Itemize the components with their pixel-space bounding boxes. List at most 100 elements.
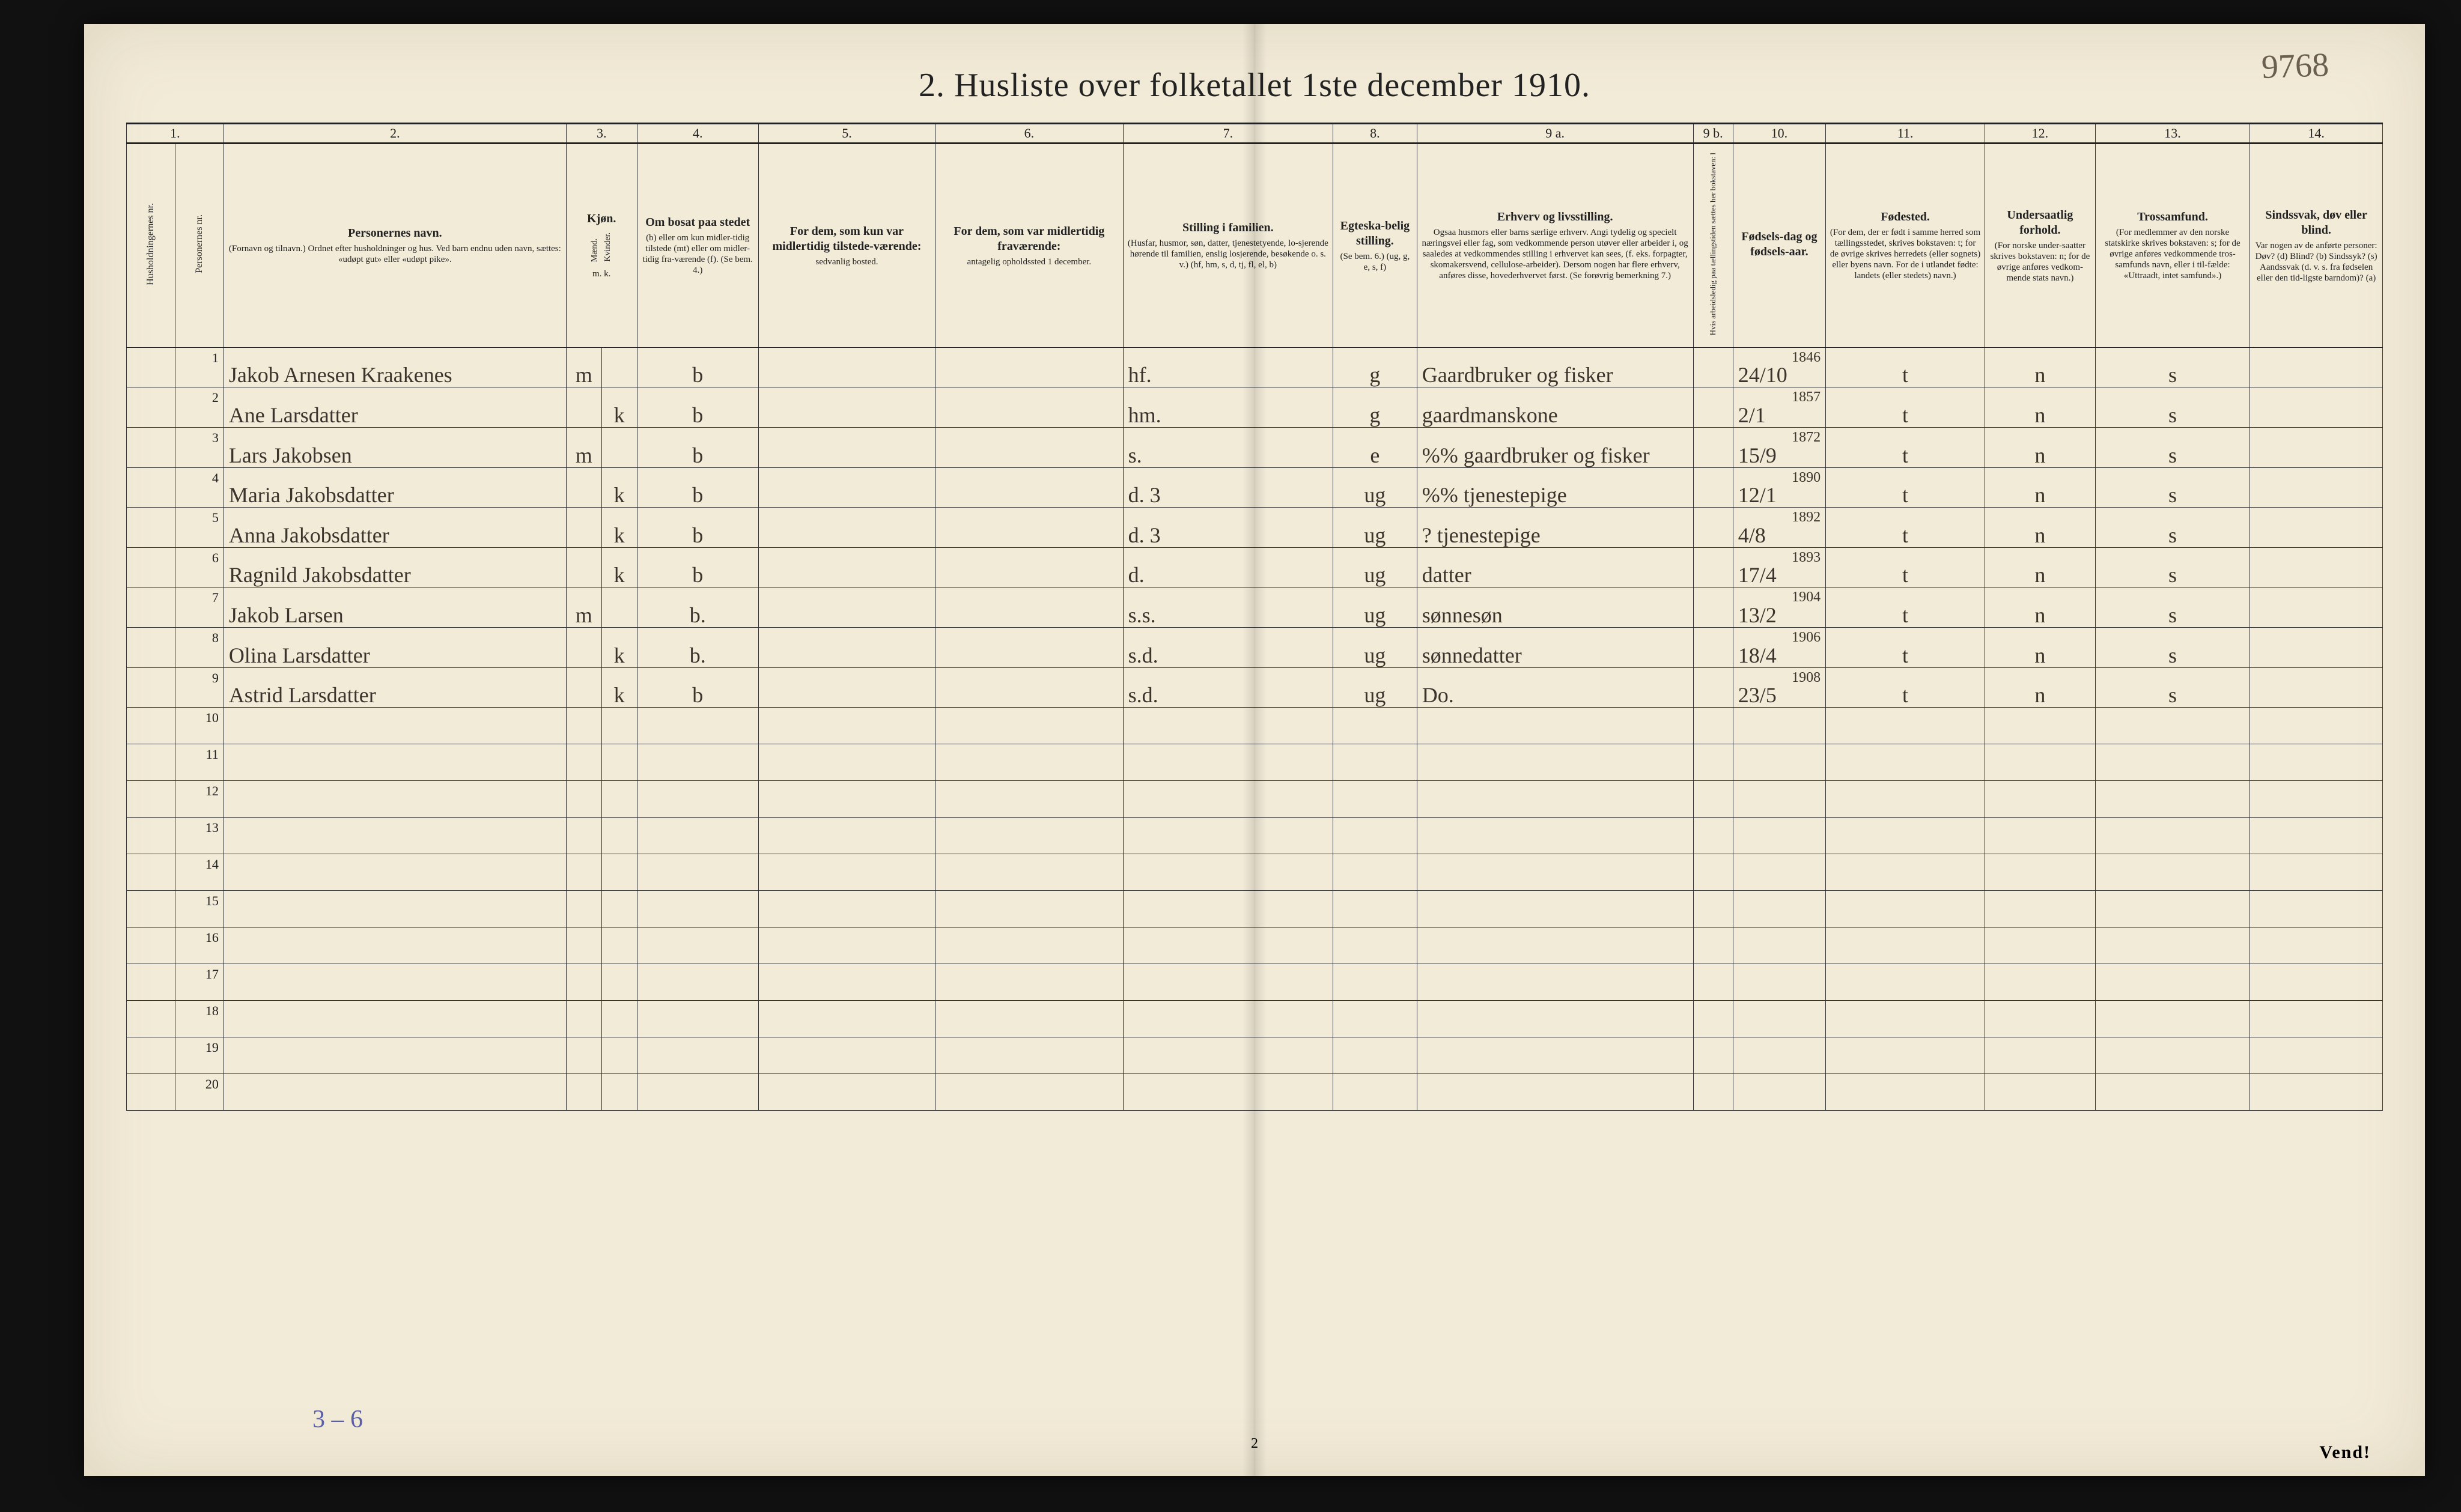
cell-bosat [637, 818, 758, 854]
cell-sex-m [566, 964, 601, 1001]
cell-dob [1733, 964, 1825, 1001]
cell-erhverv: Gaardbruker og fisker [1417, 347, 1693, 387]
cell-fodested: t [1826, 347, 1985, 387]
cell-tros [2095, 1001, 2250, 1037]
cell-arbeidsledig [1693, 428, 1733, 468]
cell-arbeidsledig [1693, 891, 1733, 928]
hdr-sinds: Sindssvak, døv eller blind. Var nogen av… [2250, 144, 2383, 348]
cell-egte: g [1333, 347, 1417, 387]
colnum-3: 3. [566, 124, 637, 144]
cell-stilling: d. 3 [1123, 467, 1333, 508]
cell-undersaat [1985, 928, 2095, 964]
table-row: 3 Lars Jakobsen m b s. e %% gaardbruker … [127, 428, 2383, 468]
cell-egte [1333, 854, 1417, 891]
hdr-name-sub: (Fornavn og tilnavn.) Ordnet efter husho… [228, 243, 562, 265]
cell-bosat: b [637, 667, 758, 708]
cell-erhverv [1417, 891, 1693, 928]
cell-stilling [1123, 964, 1333, 1001]
cell-stilling: d. 3 [1123, 508, 1333, 548]
hdr-stilling: Stilling i familien. (Husfar, husmor, sø… [1123, 144, 1333, 348]
hdr-arbeidsledig: Hvis arbeidsledig paa tællingstiden sætt… [1693, 144, 1733, 348]
cell-egte: ug [1333, 547, 1417, 587]
cell-undersaat [1985, 818, 2095, 854]
cell-sex-m [566, 891, 601, 928]
hdr-erhverv-sub: Ogsaa husmors eller barns særlige erhver… [1421, 227, 1690, 281]
cell-arbeidsledig [1693, 347, 1733, 387]
cell-bosat: b [637, 547, 758, 587]
cell-person-nr: 18 [175, 1001, 224, 1037]
cell-arbeidsledig [1693, 587, 1733, 628]
cell-name: Anna Jakobsdatter [224, 508, 566, 548]
cell-tros: s [2095, 628, 2250, 668]
cell-arbeidsledig [1693, 667, 1733, 708]
cell-dob: 187215/9 [1733, 428, 1825, 468]
cell-name [224, 928, 566, 964]
hdr-sinds-title: Sindssvak, døv eller blind. [2254, 208, 2379, 238]
cell-name: Jakob Larsen [224, 587, 566, 628]
cell-sex-m [566, 781, 601, 818]
hdr-egte-title: Egteska-belig stilling. [1337, 219, 1413, 249]
hdr-name-title: Personernes navn. [228, 226, 562, 241]
cell-sinds [2250, 1037, 2383, 1074]
colnum-9b: 9 b. [1693, 124, 1733, 144]
cell-name [224, 1037, 566, 1074]
cell-undersaat: n [1985, 547, 2095, 587]
cell-name [224, 818, 566, 854]
cell-undersaat [1985, 964, 2095, 1001]
cell-arbeidsledig [1693, 708, 1733, 744]
hdr-bosat-title: Om bosat paa stedet [641, 215, 755, 230]
cell-name: Maria Jakobsdatter [224, 467, 566, 508]
cell-tilstede [758, 587, 935, 628]
cell-undersaat [1985, 1037, 2095, 1074]
cell-sex-k [601, 854, 637, 891]
cell-undersaat [1985, 1001, 2095, 1037]
cell-person-nr: 8 [175, 628, 224, 668]
cell-sinds [2250, 781, 2383, 818]
cell-arbeidsledig [1693, 547, 1733, 587]
colnum-8: 8. [1333, 124, 1417, 144]
cell-undersaat: n [1985, 508, 2095, 548]
cell-sex-k: k [601, 628, 637, 668]
cell-person-nr: 4 [175, 467, 224, 508]
column-number-row: 1. 2. 3. 4. 5. 6. 7. 8. 9 a. 9 b. 10. 11… [127, 124, 2383, 144]
cell-person-nr: 2 [175, 387, 224, 428]
table-row: 11 [127, 744, 2383, 781]
cell-sex-m: m [566, 587, 601, 628]
cell-tilstede [758, 467, 935, 508]
cell-sex-k [601, 587, 637, 628]
cell-bosat [637, 854, 758, 891]
cell-household-nr [127, 667, 175, 708]
cell-household-nr [127, 781, 175, 818]
cell-dob: 184624/10 [1733, 347, 1825, 387]
cell-bosat [637, 891, 758, 928]
cell-fravaer [935, 1074, 1124, 1111]
table-row: 6 Ragnild Jakobsdatter k b d. ug datter … [127, 547, 2383, 587]
cell-sex-m [566, 744, 601, 781]
hdr-fodested-title: Fødested. [1830, 210, 1981, 225]
cell-stilling: s.d. [1123, 667, 1333, 708]
cell-dob [1733, 708, 1825, 744]
cell-sex-m [566, 547, 601, 587]
cell-arbeidsledig [1693, 964, 1733, 1001]
cell-arbeidsledig [1693, 928, 1733, 964]
cell-tilstede [758, 744, 935, 781]
cell-household-nr [127, 744, 175, 781]
cell-erhverv: sønnedatter [1417, 628, 1693, 668]
printed-page-number: 2 [1251, 1436, 1258, 1452]
table-row: 16 [127, 928, 2383, 964]
cell-person-nr: 10 [175, 708, 224, 744]
table-row: 5 Anna Jakobsdatter k b d. 3 ug ? tjenes… [127, 508, 2383, 548]
cell-tros [2095, 964, 2250, 1001]
cell-household-nr [127, 628, 175, 668]
hdr-bosat: Om bosat paa stedet (b) eller om kun mid… [637, 144, 758, 348]
cell-bosat: b [637, 467, 758, 508]
cell-erhverv [1417, 1074, 1693, 1111]
cell-fodested: t [1826, 428, 1985, 468]
cell-dob [1733, 854, 1825, 891]
hdr-erhverv: Erhverv og livsstilling. Ogsaa husmors e… [1417, 144, 1693, 348]
cell-stilling: d. [1123, 547, 1333, 587]
hdr-tros: Trossamfund. (For medlemmer av den norsk… [2095, 144, 2250, 348]
cell-dob: 18572/1 [1733, 387, 1825, 428]
cell-erhverv [1417, 744, 1693, 781]
cell-sex-k [601, 964, 637, 1001]
